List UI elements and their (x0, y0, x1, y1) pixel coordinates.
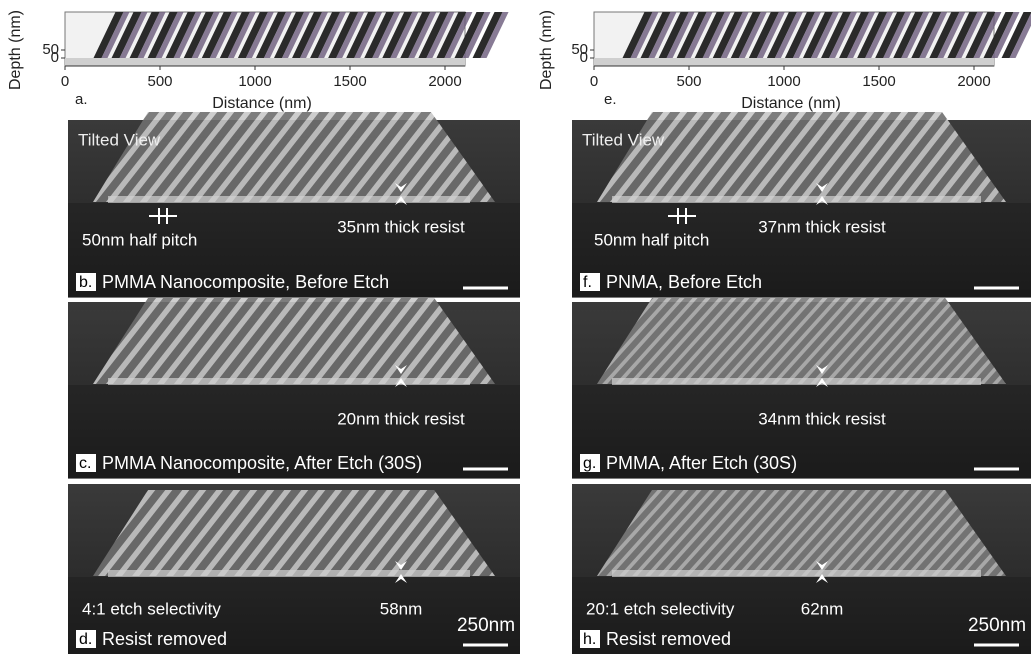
thickness-label: 20nm thick resist (337, 409, 465, 428)
sem-panel: 34nm thick resist g. PMMA, After Etch (30S… (572, 298, 1031, 479)
view-label: Tilted View (582, 130, 665, 149)
panel-label: g. (583, 455, 596, 472)
x-tick-label: 500 (147, 73, 172, 90)
grating-front (108, 196, 470, 203)
sem-panel: Tilted View 50nm half pitch 37nm thick res… (572, 112, 1031, 298)
thickness-label: 37nm thick resist (758, 217, 886, 236)
thickness-label: 35nm thick resist (337, 217, 465, 236)
panel-caption: PMMA, After Etch (30S) (606, 453, 797, 473)
x-tick-label: 0 (61, 73, 69, 90)
view-label: Tilted View (78, 130, 161, 149)
grating (93, 490, 495, 576)
panel-label: e. (604, 91, 617, 108)
substrate (594, 58, 994, 66)
panel-caption: Resist removed (102, 629, 227, 649)
panel-label: c. (79, 455, 91, 472)
thickness-label: 34nm thick resist (758, 409, 886, 428)
y-tick-label: 50 (571, 41, 588, 58)
grating-front (612, 570, 981, 577)
selectivity-label: 4:1 etch selectivity (82, 599, 221, 618)
panel-label: b. (79, 274, 92, 291)
height-label: 58nm (380, 599, 423, 618)
grating (597, 490, 1006, 576)
sem-panel: 20nm thick resist c. PMMA Nanocomposite, A… (68, 298, 520, 479)
panel-caption: Resist removed (606, 629, 731, 649)
height-label: 62nm (801, 599, 844, 618)
x-tick-label: 1500 (333, 73, 366, 90)
selectivity-label: 20:1 etch selectivity (586, 599, 735, 618)
x-tick-label: 0 (590, 73, 598, 90)
y-axis-label: Depth (nm) (538, 10, 555, 90)
grating-front (108, 570, 470, 577)
y-tick-label: 50 (42, 41, 59, 58)
panel-label: f. (583, 274, 592, 291)
sem-panel: 62nm 20:1 etch selectivity 250nm h. Resist r… (572, 484, 1031, 654)
grating (93, 298, 495, 384)
x-tick-label: 1000 (238, 73, 271, 90)
x-tick-label: 1500 (862, 73, 895, 90)
x-axis-label: Distance (nm) (212, 95, 312, 112)
scale-label: 250nm (457, 615, 515, 636)
y-axis-label: Depth (nm) (7, 10, 24, 90)
x-tick-label: 2000 (428, 73, 461, 90)
panel-caption: PMMA Nanocomposite, After Etch (30S) (102, 453, 422, 473)
scale-label: 250nm (968, 615, 1026, 636)
pitch-label: 50nm half pitch (82, 230, 197, 249)
panel-label: a. (75, 91, 88, 108)
grating (597, 112, 1006, 202)
sem-panel: Tilted View 50nm half pitch 35nm thick res… (68, 112, 520, 298)
panel-label: h. (583, 631, 596, 648)
panel-caption: PNMA, Before Etch (606, 272, 762, 292)
figure: 0500100015002000050Depth (nm)Distance (n… (0, 0, 1031, 654)
x-tick-label: 1000 (767, 73, 800, 90)
sem-panel: 58nm 4:1 etch selectivity 250nm d. Resist re… (68, 484, 520, 654)
grating-front (108, 378, 470, 385)
grating-front (612, 378, 981, 385)
grating (597, 298, 1006, 384)
panel-label: d. (79, 631, 92, 648)
pitch-label: 50nm half pitch (594, 230, 709, 249)
panel-caption: PMMA Nanocomposite, Before Etch (102, 272, 389, 292)
x-tick-label: 500 (676, 73, 701, 90)
grating-front (612, 196, 981, 203)
grating (93, 112, 495, 202)
x-tick-label: 2000 (957, 73, 990, 90)
x-axis-label: Distance (nm) (741, 95, 841, 112)
substrate (65, 58, 465, 66)
